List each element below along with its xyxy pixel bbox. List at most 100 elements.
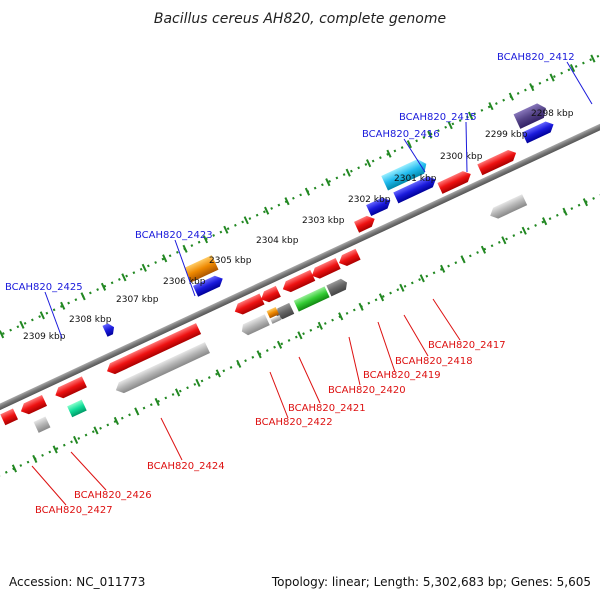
gene-label-2419[interactable]: BCAH820_2419	[363, 370, 441, 381]
ruler-tick	[304, 187, 311, 196]
ruler-tick	[182, 244, 188, 253]
ruler-tick	[80, 292, 86, 301]
gene-arrow-2422-red[interactable]	[259, 285, 281, 305]
ruler-tick	[276, 340, 283, 349]
ruler-tick	[195, 378, 201, 387]
ruler-tick	[501, 236, 507, 245]
ruler-tick	[141, 263, 147, 272]
gene-arrow-2422-gray2[interactable]	[270, 315, 282, 324]
ruler-tick	[52, 445, 58, 454]
ruler-label-2308: 2308 kbp	[69, 315, 112, 325]
gene-label-2421[interactable]: BCAH820_2421	[288, 403, 366, 414]
connector-2425	[44, 291, 63, 339]
ruler-tick	[488, 102, 494, 111]
ruler-tick	[162, 254, 168, 263]
gene-arrow-2423b[interactable]	[193, 273, 225, 297]
gene-arrow-red-c[interactable]	[354, 213, 377, 233]
ruler-tick	[60, 301, 66, 310]
gene-label-2427[interactable]: BCAH820_2427	[35, 505, 113, 516]
gene-arrow-red-a[interactable]	[477, 147, 518, 176]
ruler-tick	[508, 92, 514, 101]
connector-2421	[298, 356, 321, 404]
gene-arrow-2412[interactable]	[513, 101, 550, 129]
gene-arrow-2416[interactable]	[366, 195, 393, 217]
gene-arrow-red-below-edge[interactable]	[0, 408, 19, 426]
gene-arrow-2420[interactable]	[293, 286, 330, 312]
gene-label-2416[interactable]: BCAH820_2416	[362, 129, 440, 140]
ruler-tick	[358, 302, 364, 311]
gene-arrow-red-below-2[interactable]	[309, 258, 341, 281]
gene-arrow-2422-orange[interactable]	[266, 306, 280, 319]
upper-ruler-line	[0, 35, 600, 393]
genome-title: Bacillus cereus AH820, complete genome	[154, 11, 446, 27]
gene-arrow-2421[interactable]	[232, 293, 265, 318]
ruler-tick	[480, 245, 487, 254]
ruler-tick	[154, 397, 160, 406]
ruler-tick	[174, 388, 181, 397]
gene-label-2426[interactable]: BCAH820_2426	[74, 490, 152, 501]
gene-arrow-2427[interactable]	[33, 416, 51, 433]
gene-arrow-2426[interactable]	[67, 399, 87, 418]
ruler-tick	[11, 464, 18, 473]
ruler-tick	[223, 225, 229, 234]
ruler-tick	[264, 206, 270, 215]
ruler-tick	[590, 54, 596, 63]
gene-arrow-2426-red[interactable]	[53, 376, 87, 400]
ruler-tick	[236, 359, 242, 368]
ruler-tick	[406, 140, 412, 149]
ruler-tick	[39, 311, 45, 320]
ruler-tick	[100, 282, 107, 291]
ruler-tick	[202, 235, 209, 244]
diagram-area	[0, 35, 600, 508]
ruler-tick	[73, 435, 79, 444]
gene-arrow-2424-gray[interactable]	[113, 342, 210, 396]
gene-arrow-2427-red[interactable]	[18, 394, 48, 417]
gene-label-2423[interactable]: BCAH820_2423	[135, 230, 213, 241]
gene-label-2415[interactable]: BCAH820_2415	[399, 112, 477, 123]
gene-label-2425[interactable]: BCAH820_2425	[5, 282, 83, 293]
ruler-tick	[93, 426, 99, 435]
ruler-tick	[386, 149, 392, 158]
ruler-tick	[121, 273, 127, 282]
gene-arrow-2425[interactable]	[102, 322, 116, 337]
gene-label-2424[interactable]: BCAH820_2424	[147, 461, 225, 472]
gene-arrow-2419[interactable]	[326, 277, 349, 297]
ruler-tick	[467, 111, 474, 120]
gene-label-2417[interactable]: BCAH820_2417	[428, 340, 506, 351]
gene-label-2422[interactable]: BCAH820_2422	[255, 417, 333, 428]
ruler-tick	[427, 130, 433, 139]
gene-arrow-2415[interactable]	[381, 157, 429, 191]
ruler-label-2305: 2305 kbp	[209, 256, 252, 266]
genome-backbone	[0, 92, 600, 454]
gene-arrow-2417[interactable]	[488, 194, 528, 221]
gene-arrow-red-b[interactable]	[437, 169, 473, 194]
ruler-tick	[243, 216, 249, 225]
gene-label-2420[interactable]: BCAH820_2420	[328, 385, 406, 396]
upper-ticks	[0, 54, 596, 339]
gene-arrow-2416b[interactable]	[393, 174, 438, 204]
gene-arrow-dark-a[interactable]	[274, 302, 295, 321]
ruler-label-2303: 2303 kbp	[302, 216, 345, 226]
ruler-tick	[338, 312, 344, 321]
ruler-tick	[542, 217, 548, 226]
ruler-tick	[0, 330, 5, 339]
connector-2427	[31, 465, 67, 506]
gene-arrow-2423[interactable]	[184, 255, 219, 283]
gene-arrow-2422[interactable]	[239, 314, 270, 337]
gene-arrow-red-below-1[interactable]	[280, 269, 316, 295]
ruler-tick	[215, 369, 221, 378]
gene-label-2412[interactable]: BCAH820_2412	[497, 52, 575, 63]
gene-arrow-2424[interactable]	[104, 323, 202, 377]
ruler-tick	[256, 350, 262, 359]
ruler-label-2302: 2302 kbp	[348, 195, 391, 205]
gene-arrow-2412b[interactable]	[522, 119, 556, 144]
connector-2417	[432, 298, 461, 341]
ruler-tick	[447, 121, 453, 130]
ruler-tick	[460, 255, 466, 264]
topology-summary-text: Topology: linear; Length: 5,302,683 bp; …	[271, 575, 591, 589]
gene-arrow-red-below-3[interactable]	[337, 248, 361, 269]
ruler-tick	[582, 198, 589, 207]
gene-label-2418[interactable]: BCAH820_2418	[395, 356, 473, 367]
ruler-tick	[32, 454, 38, 464]
